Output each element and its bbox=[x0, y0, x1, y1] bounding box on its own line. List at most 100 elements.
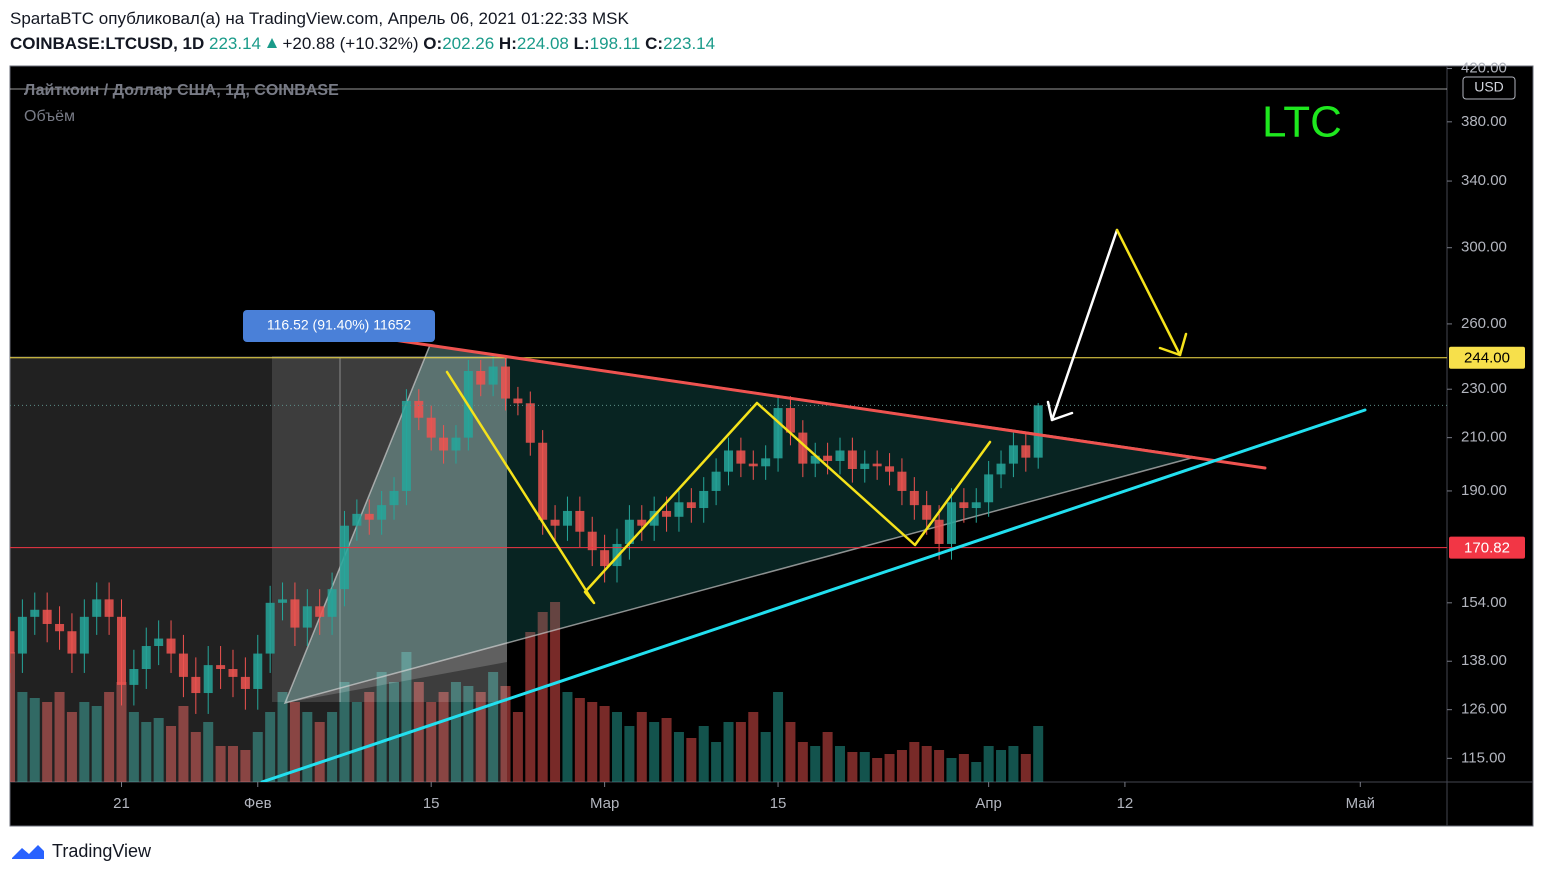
candle-body bbox=[166, 638, 176, 654]
volume-bar bbox=[227, 746, 238, 782]
zigzag bbox=[445, 370, 992, 605]
volume-bar bbox=[17, 692, 28, 782]
candle-body bbox=[600, 550, 610, 567]
candle-body bbox=[909, 490, 919, 506]
volume-bar bbox=[141, 722, 152, 782]
y-tick-label: 115.00 bbox=[1461, 749, 1506, 766]
volume-bar bbox=[42, 702, 53, 782]
candle-body bbox=[674, 502, 684, 517]
volume-bar bbox=[240, 750, 251, 782]
yellow-arrow-head bbox=[1158, 332, 1188, 357]
x-tick-label: Май bbox=[1346, 795, 1375, 812]
volume-bar bbox=[463, 686, 474, 782]
candle-body bbox=[228, 669, 238, 677]
candle-body bbox=[315, 606, 325, 617]
brand: TradingView bbox=[52, 840, 152, 861]
x-tick-label: Фев bbox=[244, 795, 272, 812]
volume-bar bbox=[525, 632, 536, 782]
candle-body bbox=[154, 638, 164, 647]
candle-body bbox=[377, 505, 387, 520]
h-label: H: bbox=[498, 34, 517, 53]
y-tick-label: 154.00 bbox=[1461, 594, 1507, 611]
candle-body bbox=[290, 599, 300, 628]
candle-body bbox=[302, 606, 312, 628]
c-value: 223.14 bbox=[663, 34, 716, 53]
volume-bar bbox=[971, 762, 982, 782]
candle-body bbox=[724, 450, 733, 472]
triangle-highlight bbox=[285, 345, 507, 703]
volume-bar bbox=[1008, 746, 1019, 782]
volume-bar bbox=[488, 672, 499, 782]
candle-body bbox=[984, 474, 994, 503]
volume-bar bbox=[797, 742, 808, 782]
candle-body bbox=[587, 531, 597, 551]
candle-body bbox=[736, 450, 746, 464]
candle-body bbox=[946, 502, 956, 544]
candle-body bbox=[699, 490, 709, 509]
volume-bar bbox=[314, 722, 325, 782]
volume-bar bbox=[203, 722, 214, 782]
candle-body bbox=[389, 490, 399, 506]
candle-body bbox=[860, 463, 870, 469]
candle-body bbox=[191, 676, 201, 694]
volume-bar bbox=[723, 722, 734, 782]
volume-bar bbox=[550, 602, 561, 782]
candle-body bbox=[17, 616, 27, 654]
volume-bar bbox=[54, 692, 65, 782]
h-value: 224.08 bbox=[516, 34, 569, 53]
white-arrow bbox=[1050, 228, 1119, 422]
volume-bar bbox=[636, 712, 647, 782]
candle-body bbox=[823, 455, 833, 461]
volume-bar bbox=[537, 612, 548, 782]
candle-body bbox=[1021, 445, 1031, 458]
legend: Лайткоин / Доллар США, 1Д, COINBASE bbox=[24, 82, 339, 99]
volume-bar bbox=[401, 652, 412, 782]
volume-layer bbox=[10, 602, 1044, 782]
volume-bar bbox=[921, 746, 932, 782]
symbol: COINBASE:LTCUSD, 1D bbox=[10, 34, 205, 53]
currency-box[interactable] bbox=[1462, 76, 1516, 100]
volume-bar bbox=[29, 698, 40, 782]
y-tick-label: 420.00 bbox=[1461, 59, 1507, 76]
volume-bar bbox=[896, 750, 907, 782]
candle-body bbox=[253, 653, 263, 689]
x-tick-label: Апр bbox=[975, 795, 1001, 812]
up-arrow bbox=[266, 38, 277, 48]
volume-bar bbox=[624, 726, 635, 782]
volume-bar bbox=[364, 692, 375, 782]
volume-bar bbox=[413, 682, 424, 782]
volume-bar bbox=[215, 746, 226, 782]
candle-body bbox=[810, 455, 820, 464]
volume-bar bbox=[178, 706, 189, 782]
volume-bar bbox=[661, 718, 672, 782]
volume-bar bbox=[748, 712, 759, 782]
drawings-back bbox=[10, 88, 1447, 782]
volume-bar bbox=[289, 702, 300, 782]
yellow-arrow bbox=[1115, 228, 1182, 357]
candle-body bbox=[538, 442, 548, 520]
publish-line: SpartaBTC опубликовал(а) на TradingView.… bbox=[10, 9, 629, 28]
candle-body bbox=[1008, 445, 1018, 464]
volume-bar bbox=[673, 732, 684, 782]
volume-bar bbox=[810, 746, 821, 782]
volume-bar bbox=[1020, 754, 1031, 782]
candle-body bbox=[92, 599, 102, 617]
logo bbox=[12, 845, 44, 859]
volume-bar bbox=[389, 682, 400, 782]
volume-bar bbox=[450, 682, 461, 782]
volume-bar bbox=[252, 732, 263, 782]
currency: USD bbox=[1474, 79, 1504, 95]
o-label: O: bbox=[423, 34, 443, 53]
volume-bar bbox=[735, 722, 746, 782]
candle-body bbox=[872, 463, 882, 467]
candle-body bbox=[327, 589, 337, 617]
volume-bar bbox=[190, 732, 201, 782]
symbol-line: COINBASE:LTCUSD, 1D 223.14 +20.88 (+10.3… bbox=[10, 31, 715, 56]
candle-body bbox=[10, 631, 15, 654]
candle-body bbox=[352, 513, 362, 526]
x-tick-label: Мар bbox=[590, 795, 619, 812]
volume-bar bbox=[946, 758, 957, 782]
volume-bar bbox=[376, 672, 387, 782]
candle-body bbox=[773, 408, 783, 459]
